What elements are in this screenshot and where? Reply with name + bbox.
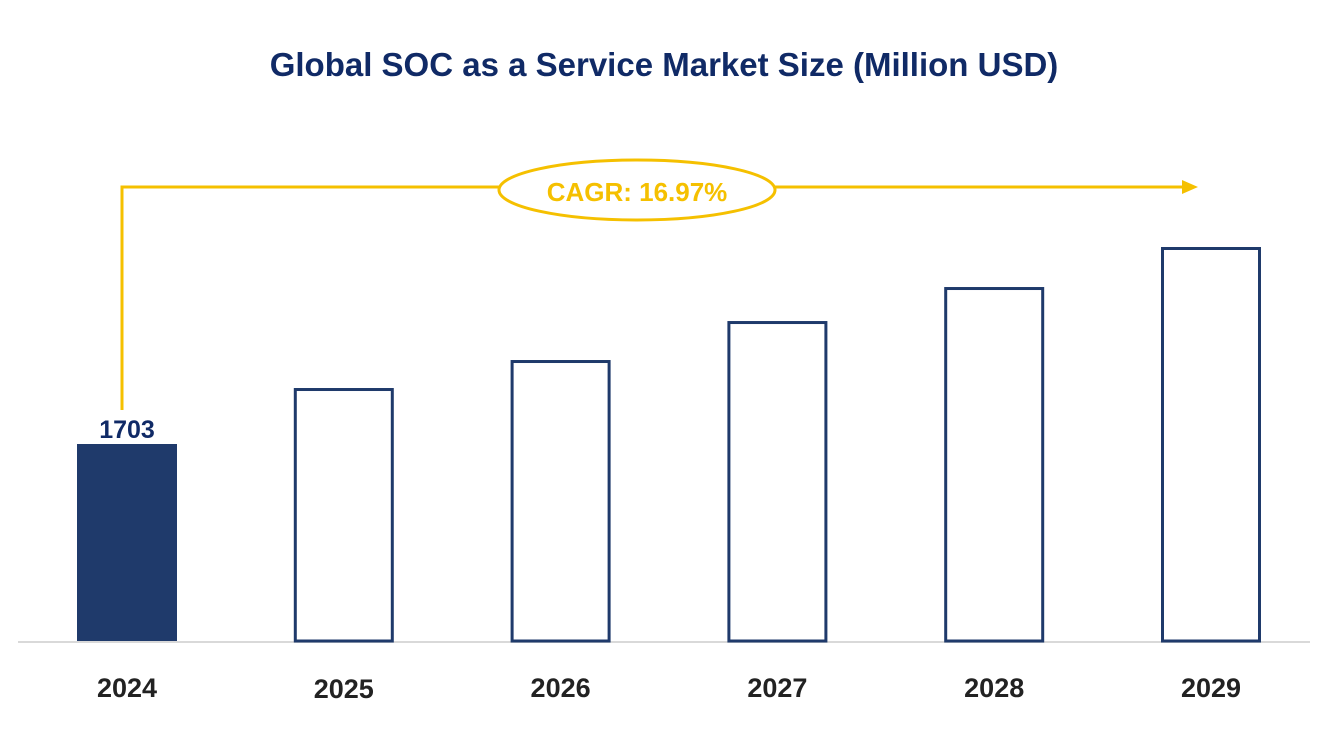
x-tick-label: 2024	[97, 673, 157, 703]
x-tick-label: 2028	[964, 673, 1024, 703]
bar-2024	[77, 444, 177, 641]
data-label: 1703	[99, 416, 155, 444]
cagr-arrow-line	[120, 185, 1185, 410]
bar-2029	[1161, 247, 1261, 643]
bar-2027	[727, 321, 828, 643]
x-tick-label: 2026	[531, 673, 591, 703]
cagr-arrowhead	[1182, 180, 1198, 194]
x-tick-label: 2027	[747, 673, 807, 703]
cagr-label: CAGR: 16.97%	[547, 177, 728, 207]
cagr-ellipse	[497, 158, 777, 222]
bar-2026	[510, 360, 611, 643]
x-tick-label: 2029	[1181, 673, 1241, 703]
chart-title: Global SOC as a Service Market Size (Mil…	[269, 46, 1059, 83]
x-tick-label: 2025	[314, 674, 374, 704]
bar-2025	[293, 388, 394, 643]
bar-2028	[944, 287, 1045, 643]
